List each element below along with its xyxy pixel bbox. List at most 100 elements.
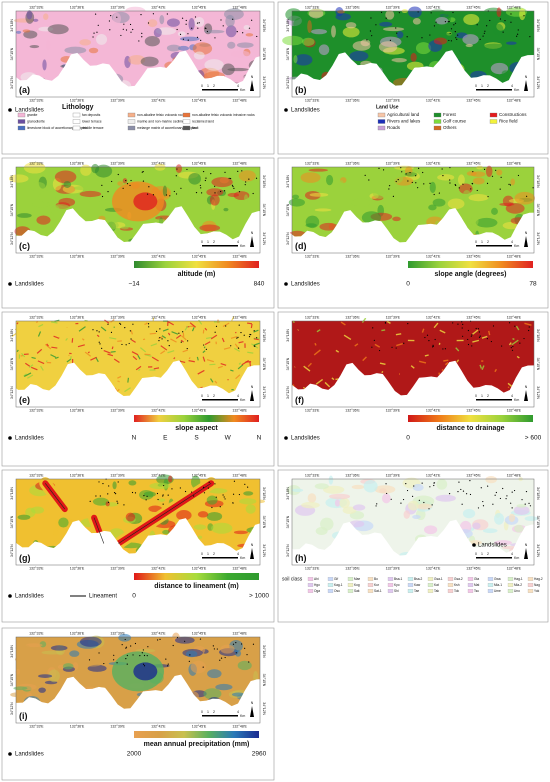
soil-swatch <box>447 589 454 593</box>
texture <box>437 174 455 181</box>
texture <box>193 524 207 530</box>
longitude-label: 132°42'E <box>151 473 166 477</box>
legend-swatch <box>17 112 26 118</box>
texture <box>78 326 86 332</box>
legend-swatch <box>433 119 442 124</box>
landslide <box>371 346 373 348</box>
landslide <box>123 23 125 25</box>
landslide <box>375 505 377 507</box>
north-arrow <box>250 80 254 91</box>
landslide <box>400 502 402 504</box>
texture <box>243 25 250 31</box>
landslide <box>467 329 470 332</box>
scale-tick: 2 <box>487 552 489 556</box>
landslide <box>236 30 238 33</box>
longitude-label: 132°48'E <box>232 98 247 102</box>
texture <box>177 31 186 37</box>
longitude-label: 132°39'E <box>110 315 125 319</box>
texture <box>139 347 147 353</box>
texture <box>245 33 254 37</box>
texture <box>44 343 52 350</box>
texture <box>456 359 460 363</box>
landslide <box>117 173 119 176</box>
longitude-label: 132°36'E <box>70 254 85 258</box>
landslide <box>148 186 150 188</box>
landslide <box>126 183 129 185</box>
landslide <box>395 27 397 29</box>
latitude-label: 34°12'N <box>10 702 14 715</box>
panel-letter: (b) <box>295 85 307 95</box>
longitude-label: 132°33'E <box>29 5 44 9</box>
soil-swatch <box>407 577 414 581</box>
landslide <box>486 182 489 184</box>
soil-swatch <box>467 583 474 587</box>
landslide <box>130 645 132 647</box>
landslide <box>216 648 218 650</box>
texture <box>144 36 160 47</box>
landslide <box>140 14 142 16</box>
soil-label: Ksh <box>454 583 460 587</box>
landslide <box>125 179 127 182</box>
landslide <box>146 193 149 195</box>
landslide <box>253 330 255 332</box>
texture <box>374 343 381 348</box>
longitude-label: 132°36'E <box>70 473 85 477</box>
landslide <box>452 322 454 324</box>
texture <box>472 522 481 530</box>
texture <box>291 488 304 493</box>
texture <box>117 381 121 385</box>
landslide <box>418 499 420 501</box>
soil-swatch <box>307 577 314 581</box>
soil-label: Tak <box>434 589 439 593</box>
latitude-label: 34°12'N <box>262 544 266 557</box>
landslide <box>401 171 403 173</box>
texture <box>415 42 432 55</box>
landslide <box>253 345 255 347</box>
panel: 132°33'E 132°33'E 132°36'E 132°36'E 132°39'E… <box>277 469 549 623</box>
landslide <box>224 656 226 659</box>
landslide <box>200 187 202 189</box>
landslide <box>450 40 452 42</box>
texture <box>439 329 446 334</box>
texture <box>293 55 298 64</box>
scale-unit: Km <box>240 88 245 92</box>
landslide <box>255 177 258 179</box>
longitude-label: 132°39'E <box>386 254 401 258</box>
soil-label: Gsa-2 <box>454 577 463 581</box>
texture <box>32 329 37 334</box>
panel-letter: (d) <box>295 241 307 251</box>
landslide <box>232 185 234 188</box>
texture <box>285 8 302 21</box>
texture <box>206 336 213 340</box>
landslide <box>511 349 514 351</box>
texture <box>131 351 139 356</box>
longitude-label: 132°42'E <box>151 5 166 9</box>
landslide <box>499 18 502 20</box>
landslide <box>113 654 115 656</box>
landslide <box>433 193 435 196</box>
colorbar-label: −14 <box>128 281 139 288</box>
panel-letter: (a) <box>19 85 30 95</box>
texture <box>151 356 159 362</box>
texture <box>519 8 526 21</box>
landslide <box>113 491 116 494</box>
soil-label: Nag <box>534 583 540 587</box>
landslide <box>215 496 217 498</box>
longitude-label: 132°42'E <box>151 566 166 570</box>
texture <box>53 335 60 339</box>
landslide <box>116 662 118 664</box>
texture <box>244 194 249 203</box>
texture <box>102 323 109 327</box>
landslide <box>368 179 370 181</box>
texture <box>475 217 498 228</box>
texture <box>462 508 476 519</box>
scale-tick: 2 <box>487 240 489 244</box>
texture <box>331 25 336 38</box>
landslide <box>525 490 528 493</box>
texture <box>159 15 165 25</box>
texture <box>206 512 223 521</box>
texture <box>31 356 36 360</box>
latitude-label: 34°15'N <box>286 203 290 216</box>
landslide <box>457 34 459 36</box>
landslide <box>256 337 258 339</box>
